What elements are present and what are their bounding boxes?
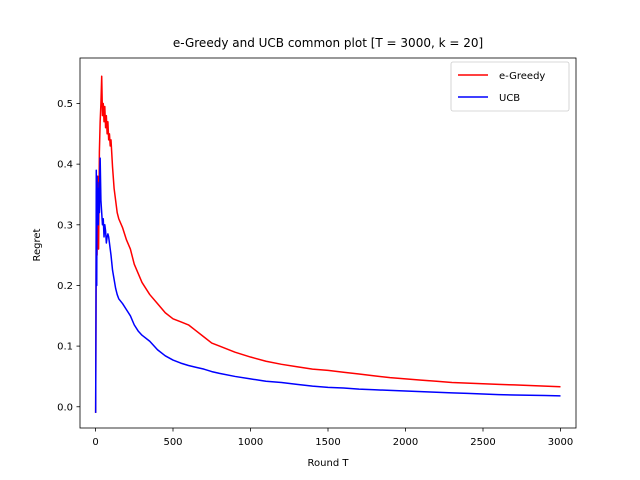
y-tick-label: 0.2: [57, 281, 73, 292]
legend-label-e-greedy: e-Greedy: [499, 71, 545, 82]
y-axis-label: Regret: [32, 228, 43, 261]
x-tick-label: 0: [92, 437, 98, 448]
x-tick-label: 2500: [470, 437, 495, 448]
x-tick-label: 3000: [548, 437, 573, 448]
x-tick-label: 2000: [393, 437, 418, 448]
x-tick-label: 1000: [238, 437, 263, 448]
y-tick-label: 0.3: [57, 220, 73, 231]
y-axis-ticks: 0.0 0.1 0.2 0.3 0.4 0.5: [57, 99, 80, 413]
y-tick-label: 0.5: [57, 99, 73, 110]
plot-frame: [79, 57, 577, 429]
series-line-ucb: [94, 157, 561, 413]
y-tick-label: 0.0: [57, 402, 73, 413]
x-axis-label: Round T: [308, 458, 350, 469]
x-tick-label: 500: [163, 437, 182, 448]
x-tick-label: 1500: [315, 437, 340, 448]
y-tick-label: 0.4: [57, 160, 73, 171]
x-axis-ticks: 0 500 1000 1500 2000 2500 3000: [92, 428, 573, 448]
plot-area: [80, 58, 576, 428]
legend-label-ucb: UCB: [499, 93, 520, 104]
legend: e-Greedy UCB: [450, 61, 570, 112]
y-tick-label: 0.1: [57, 342, 73, 353]
series-line-e-greedy: [94, 75, 561, 413]
chart-title: e-Greedy and UCB common plot [T = 3000, …: [173, 36, 483, 50]
series-layer: [94, 75, 561, 413]
